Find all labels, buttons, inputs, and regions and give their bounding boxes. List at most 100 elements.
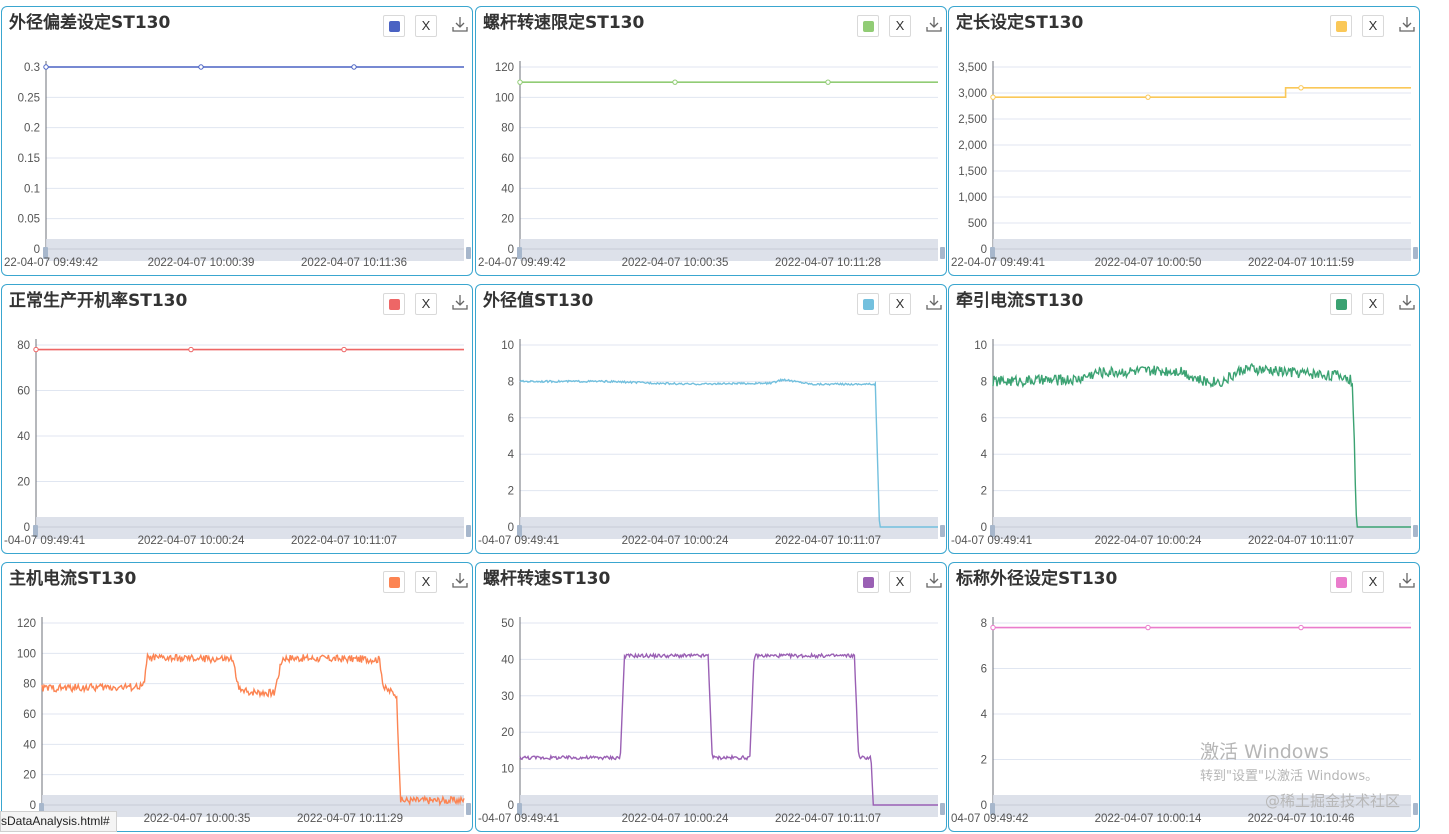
close-chart-button[interactable]: X	[889, 15, 911, 37]
download-icon[interactable]	[1399, 294, 1415, 310]
x-tick-label: 2022-04-07 10:00:24	[138, 535, 245, 547]
series-color-button[interactable]	[857, 571, 879, 593]
y-tick-label: 0	[981, 522, 987, 534]
y-tick-label: 2	[981, 486, 987, 498]
zoom-handle-left[interactable]	[990, 525, 995, 537]
data-point	[351, 64, 357, 70]
close-chart-button[interactable]: X	[889, 293, 911, 315]
y-tick-label: 80	[501, 123, 514, 135]
x-tick-label: 2022-04-07 10:00:35	[622, 257, 729, 269]
series-color-button[interactable]	[857, 15, 879, 37]
close-chart-button[interactable]: X	[1362, 15, 1384, 37]
zoom-slider[interactable]	[42, 795, 464, 817]
zoom-handle-left[interactable]	[990, 803, 995, 815]
x-tick-label: 2022-04-07 10:00:39	[148, 257, 255, 269]
download-icon[interactable]	[1399, 572, 1415, 588]
activation-watermark-hint: 转到"设置"以激活 Windows。	[1200, 769, 1379, 784]
download-icon[interactable]	[452, 572, 468, 588]
y-tick-label: 40	[17, 431, 30, 443]
data-point	[990, 94, 996, 100]
x-tick-label: 2022-04-07 10:11:29	[297, 813, 403, 825]
zoom-handle-right[interactable]	[940, 803, 945, 815]
zoom-handle-left[interactable]	[990, 247, 995, 259]
series-color-button[interactable]	[1330, 15, 1352, 37]
zoom-slider[interactable]	[520, 517, 938, 539]
line-chart: 0 20 40 60 80 100 120 2022-04-07 10:00:35 2022-0…	[17, 617, 471, 825]
y-tick-label: 0	[981, 244, 987, 256]
zoom-slider[interactable]	[46, 239, 464, 261]
y-tick-label: 0.3	[24, 62, 40, 74]
color-swatch	[1336, 299, 1347, 310]
y-tick-label: 6	[981, 664, 987, 676]
zoom-handle-right[interactable]	[940, 247, 945, 259]
close-chart-button[interactable]: X	[889, 571, 911, 593]
zoom-handle-left[interactable]	[33, 525, 38, 537]
zoom-handle-right[interactable]	[1413, 803, 1418, 815]
chart-panel: 正常生产开机率ST130 X 0 20 40 60 80 -04-07 09:49:41 202…	[1, 284, 473, 554]
download-icon[interactable]	[452, 294, 468, 310]
zoom-handle-right[interactable]	[466, 247, 471, 259]
data-point	[188, 346, 194, 353]
zoom-handle-right[interactable]	[1413, 525, 1418, 537]
line-chart: 0 20 40 60 80 100 120 2-04-07 09:49:42 2022-04-0…	[478, 61, 945, 269]
series-color-button[interactable]	[1330, 571, 1352, 593]
zoom-handle-right[interactable]	[1413, 247, 1418, 259]
download-icon[interactable]	[926, 294, 942, 310]
download-icon[interactable]	[452, 16, 468, 32]
zoom-slider[interactable]	[993, 239, 1411, 261]
x-tick-label: 04-07 09:49:42	[951, 813, 1028, 825]
y-tick-label: 0	[30, 800, 36, 812]
color-swatch	[389, 577, 400, 588]
y-tick-label: 0.1	[24, 183, 40, 195]
close-chart-button[interactable]: X	[415, 15, 437, 37]
zoom-slider[interactable]	[993, 795, 1411, 817]
x-tick-label: -04-07 09:49:41	[478, 813, 559, 825]
chart-title: 标称外径设定ST130	[956, 569, 1118, 589]
series-color-button[interactable]	[383, 293, 405, 315]
line-chart: 0 10 20 30 40 50 -04-07 09:49:41 2022-04-07 10:…	[478, 617, 945, 825]
series-color-button[interactable]	[1330, 293, 1352, 315]
series-color-button[interactable]	[383, 571, 405, 593]
y-tick-label: 10	[501, 764, 514, 776]
y-tick-label: 1,000	[958, 192, 987, 204]
y-tick-label: 0	[34, 244, 40, 256]
download-icon[interactable]	[926, 16, 942, 32]
close-chart-button[interactable]: X	[415, 293, 437, 315]
close-chart-button[interactable]: X	[1362, 293, 1384, 315]
zoom-slider[interactable]	[36, 517, 464, 539]
zoom-handle-left[interactable]	[43, 247, 48, 259]
zoom-slider[interactable]	[993, 517, 1411, 539]
color-swatch	[863, 299, 874, 310]
y-tick-label: 40	[23, 739, 36, 751]
series-color-button[interactable]	[857, 293, 879, 315]
y-tick-label: 4	[981, 709, 988, 721]
zoom-handle-right[interactable]	[466, 525, 471, 537]
y-tick-label: 20	[23, 770, 36, 782]
y-tick-label: 60	[17, 386, 30, 398]
x-tick-label: 2022-04-07 10:10:46	[1248, 813, 1355, 825]
zoom-handle-left[interactable]	[517, 525, 522, 537]
zoom-handle-right[interactable]	[940, 525, 945, 537]
series-color-button[interactable]	[383, 15, 405, 37]
y-tick-label: 500	[968, 218, 987, 230]
chart-title: 定长设定ST130	[956, 13, 1084, 33]
close-chart-button[interactable]: X	[1362, 571, 1384, 593]
y-tick-label: 0.15	[18, 153, 40, 165]
zoom-handle-left[interactable]	[517, 803, 522, 815]
download-icon[interactable]	[1399, 16, 1415, 32]
download-icon[interactable]	[926, 572, 942, 588]
zoom-handle-right[interactable]	[466, 803, 471, 815]
color-swatch	[1336, 21, 1347, 32]
color-swatch	[389, 299, 400, 310]
y-tick-label: 0	[508, 800, 514, 812]
zoom-slider[interactable]	[520, 795, 938, 817]
series-line	[519, 652, 938, 806]
data-point	[990, 624, 996, 631]
color-swatch	[389, 21, 400, 32]
chart-title: 正常生产开机率ST130	[9, 291, 188, 311]
close-chart-button[interactable]: X	[415, 571, 437, 593]
zoom-slider[interactable]	[520, 239, 938, 261]
zoom-handle-left[interactable]	[517, 247, 522, 259]
data-point	[1298, 624, 1304, 631]
x-tick-label: 2022-04-07 10:00:50	[1095, 257, 1202, 269]
